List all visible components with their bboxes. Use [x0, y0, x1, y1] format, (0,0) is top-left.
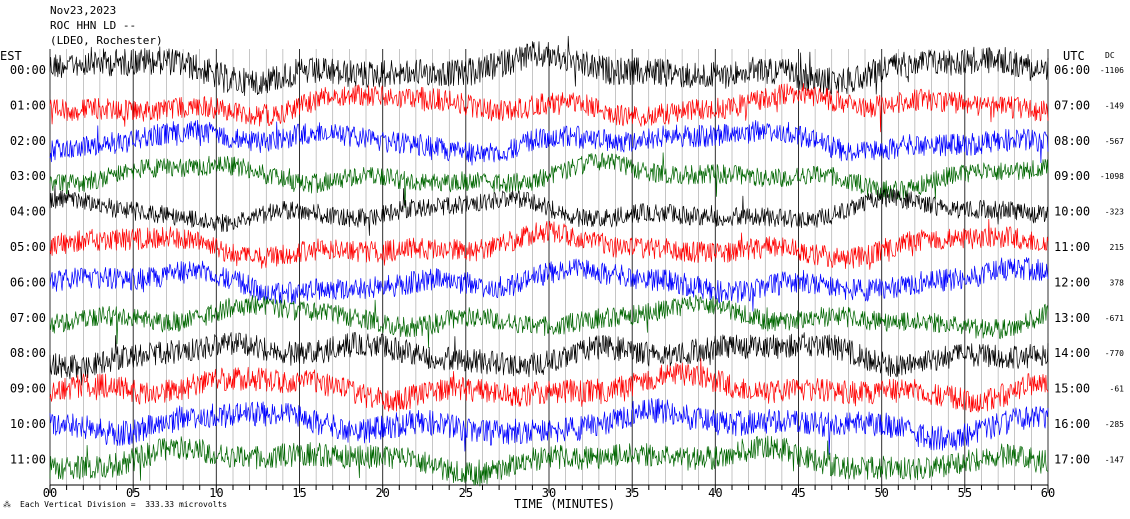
scale-note: Each Vertical Division = 333.33 microvol…: [20, 500, 228, 509]
dc-offset-value: -147: [1105, 455, 1124, 464]
dc-label: DC: [1105, 51, 1115, 60]
est-hour-label: 09:00: [10, 382, 46, 396]
dc-offset-value: 215: [1110, 243, 1125, 252]
est-hour-label: 10:00: [10, 417, 46, 431]
utc-hour-label: 06:00: [1054, 63, 1090, 77]
utc-hour-label: 12:00: [1054, 275, 1090, 289]
label-group: 00 05 10 15 20 25 30 35 40 45 50 55 60 00:00 06:00 -110…: [10, 63, 1124, 500]
est-hour-label: 00:00: [10, 63, 46, 77]
trace-0900: [49, 358, 1049, 413]
dc-offset-value: -671: [1105, 314, 1124, 323]
x-tick-label-30: 30: [542, 486, 556, 500]
trace-1000: [49, 398, 1049, 455]
est-hour-label: 06:00: [10, 275, 46, 289]
trace-0300: [49, 152, 1049, 209]
trace-0800: [49, 331, 1049, 386]
est-hour-label: 02:00: [10, 134, 46, 148]
utc-label: UTC: [1063, 49, 1085, 63]
x-tick-label-20: 20: [375, 486, 389, 500]
utc-hour-label: 14:00: [1054, 346, 1090, 360]
chart-date: Nov23,2023: [50, 4, 117, 17]
x-tick-label-00: 00: [43, 486, 57, 500]
x-tick-label-25: 25: [459, 486, 473, 500]
trace-0200: [49, 119, 1049, 166]
network-label: (LDEO, Rochester): [50, 34, 163, 47]
dc-offset-value: -323: [1105, 208, 1124, 217]
trace-0600: [49, 257, 1049, 312]
corner-mark: ⁂: [3, 500, 11, 509]
dc-offset-value: -149: [1105, 101, 1124, 110]
trace-0500: [49, 218, 1049, 270]
utc-hour-label: 08:00: [1054, 134, 1090, 148]
dc-offset-value: -567: [1105, 137, 1124, 146]
trace-group: [49, 35, 1049, 487]
est-hour-label: 05:00: [10, 240, 46, 254]
utc-hour-label: 10:00: [1054, 205, 1090, 219]
x-tick-label-45: 45: [791, 486, 805, 500]
dc-offset-value: -285: [1105, 420, 1124, 429]
station-label: ROC HHN LD --: [50, 19, 137, 32]
est-label: EST: [0, 49, 22, 63]
trace-1100: [49, 435, 1049, 487]
est-hour-label: 03:00: [10, 169, 46, 183]
est-hour-label: 08:00: [10, 346, 46, 360]
x-tick-label-15: 15: [292, 486, 306, 500]
trace-0100: [49, 83, 1049, 133]
dc-offset-value: -1098: [1100, 172, 1124, 181]
est-hour-label: 04:00: [10, 205, 46, 219]
x-tick-label-10: 10: [209, 486, 223, 500]
est-hour-label: 07:00: [10, 311, 46, 325]
dc-offset-value: 378: [1110, 278, 1125, 287]
utc-hour-label: 16:00: [1054, 417, 1090, 431]
x-tick-label-55: 55: [958, 486, 972, 500]
utc-hour-label: 15:00: [1054, 382, 1090, 396]
x-tick-label-60: 60: [1041, 486, 1055, 500]
trace-0400: [49, 185, 1049, 236]
x-tick-label-50: 50: [874, 486, 888, 500]
dc-offset-value: -770: [1105, 349, 1124, 358]
utc-hour-label: 07:00: [1054, 98, 1090, 112]
dc-offset-value: -61: [1110, 385, 1125, 394]
trace-0000: [49, 35, 1049, 96]
dc-offset-value: -1106: [1100, 66, 1124, 75]
x-tick-label-05: 05: [126, 486, 140, 500]
utc-hour-label: 11:00: [1054, 240, 1090, 254]
est-hour-label: 11:00: [10, 452, 46, 466]
utc-hour-label: 17:00: [1054, 452, 1090, 466]
x-tick-label-40: 40: [708, 486, 722, 500]
utc-hour-label: 09:00: [1054, 169, 1090, 183]
est-hour-label: 01:00: [10, 98, 46, 112]
trace-0700: [49, 294, 1049, 349]
utc-hour-label: 13:00: [1054, 311, 1090, 325]
x-tick-label-35: 35: [625, 486, 639, 500]
x-axis-label: TIME (MINUTES): [514, 497, 615, 511]
